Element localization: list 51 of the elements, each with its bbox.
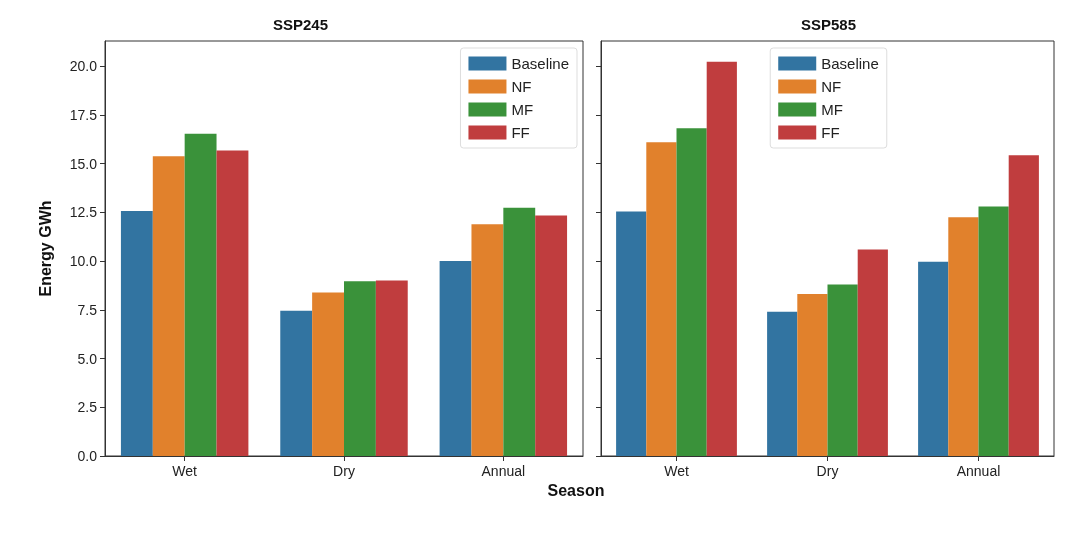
y-tick-label: 0.0 [77, 448, 98, 464]
x-tick-label: Annual [481, 463, 526, 479]
y-tick-label: 7.5 [77, 301, 98, 318]
bar [616, 211, 647, 456]
legend-label: NF [511, 78, 532, 95]
y-tick-label: 17.5 [69, 107, 98, 124]
bar [918, 261, 949, 456]
bar [152, 156, 185, 456]
bar [503, 207, 536, 456]
legend-label: Baseline [821, 55, 879, 72]
bar [706, 61, 737, 456]
bar [978, 206, 1009, 456]
x-tick-label: Wet [172, 463, 198, 479]
bar [676, 128, 707, 456]
y-axis-title: Energy GWh [36, 200, 54, 297]
y-tick-label: 10.0 [69, 253, 98, 270]
bar [344, 281, 376, 456]
bar [535, 215, 568, 456]
chart-title: SSP585 [800, 16, 857, 33]
bar [216, 150, 249, 456]
legend-label: FF [511, 124, 530, 141]
x-tick-label: Dry [333, 463, 355, 479]
y-tick-label: 2.5 [77, 399, 98, 416]
bar [375, 280, 408, 456]
x-axis-title: Season [546, 482, 606, 500]
legend-label: Baseline [511, 55, 570, 72]
bar [120, 210, 153, 456]
legend-label: NF [821, 78, 842, 95]
bar [280, 310, 313, 456]
bar [857, 249, 888, 456]
bar [646, 142, 677, 456]
bar [797, 293, 828, 456]
bar [184, 133, 217, 456]
bar [948, 217, 979, 456]
bar [1008, 155, 1039, 456]
legend-label: MF [821, 101, 843, 118]
x-tick-label: Dry [816, 463, 839, 479]
bar [827, 284, 858, 456]
legend-label: MF [511, 101, 534, 118]
x-tick-label: Wet [664, 463, 689, 479]
bar [439, 260, 472, 456]
bar [312, 292, 344, 456]
bar [471, 224, 504, 456]
y-tick-label: 20.0 [69, 58, 98, 75]
bar [767, 311, 798, 456]
y-tick-label: 12.5 [69, 204, 98, 221]
y-tick-label: 15.0 [69, 155, 98, 172]
x-tick-label: Annual [956, 463, 1001, 479]
legend-label: FF [821, 124, 840, 141]
y-tick-label: 5.0 [77, 350, 98, 367]
chart-title: SSP245 [272, 16, 329, 33]
